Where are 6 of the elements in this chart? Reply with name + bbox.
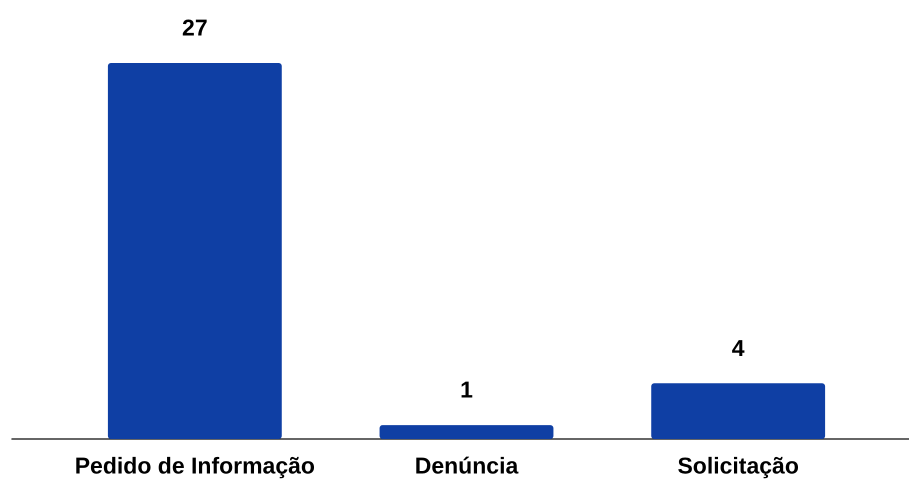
data-label: 4 (732, 334, 745, 361)
x-tick-label: Pedido de Informação (74, 452, 315, 478)
data-label: 1 (460, 376, 474, 403)
data-label: 27 (182, 14, 208, 40)
x-tick-label: Solicitação (677, 452, 799, 478)
x-tick-label: Denúncia (414, 452, 518, 478)
